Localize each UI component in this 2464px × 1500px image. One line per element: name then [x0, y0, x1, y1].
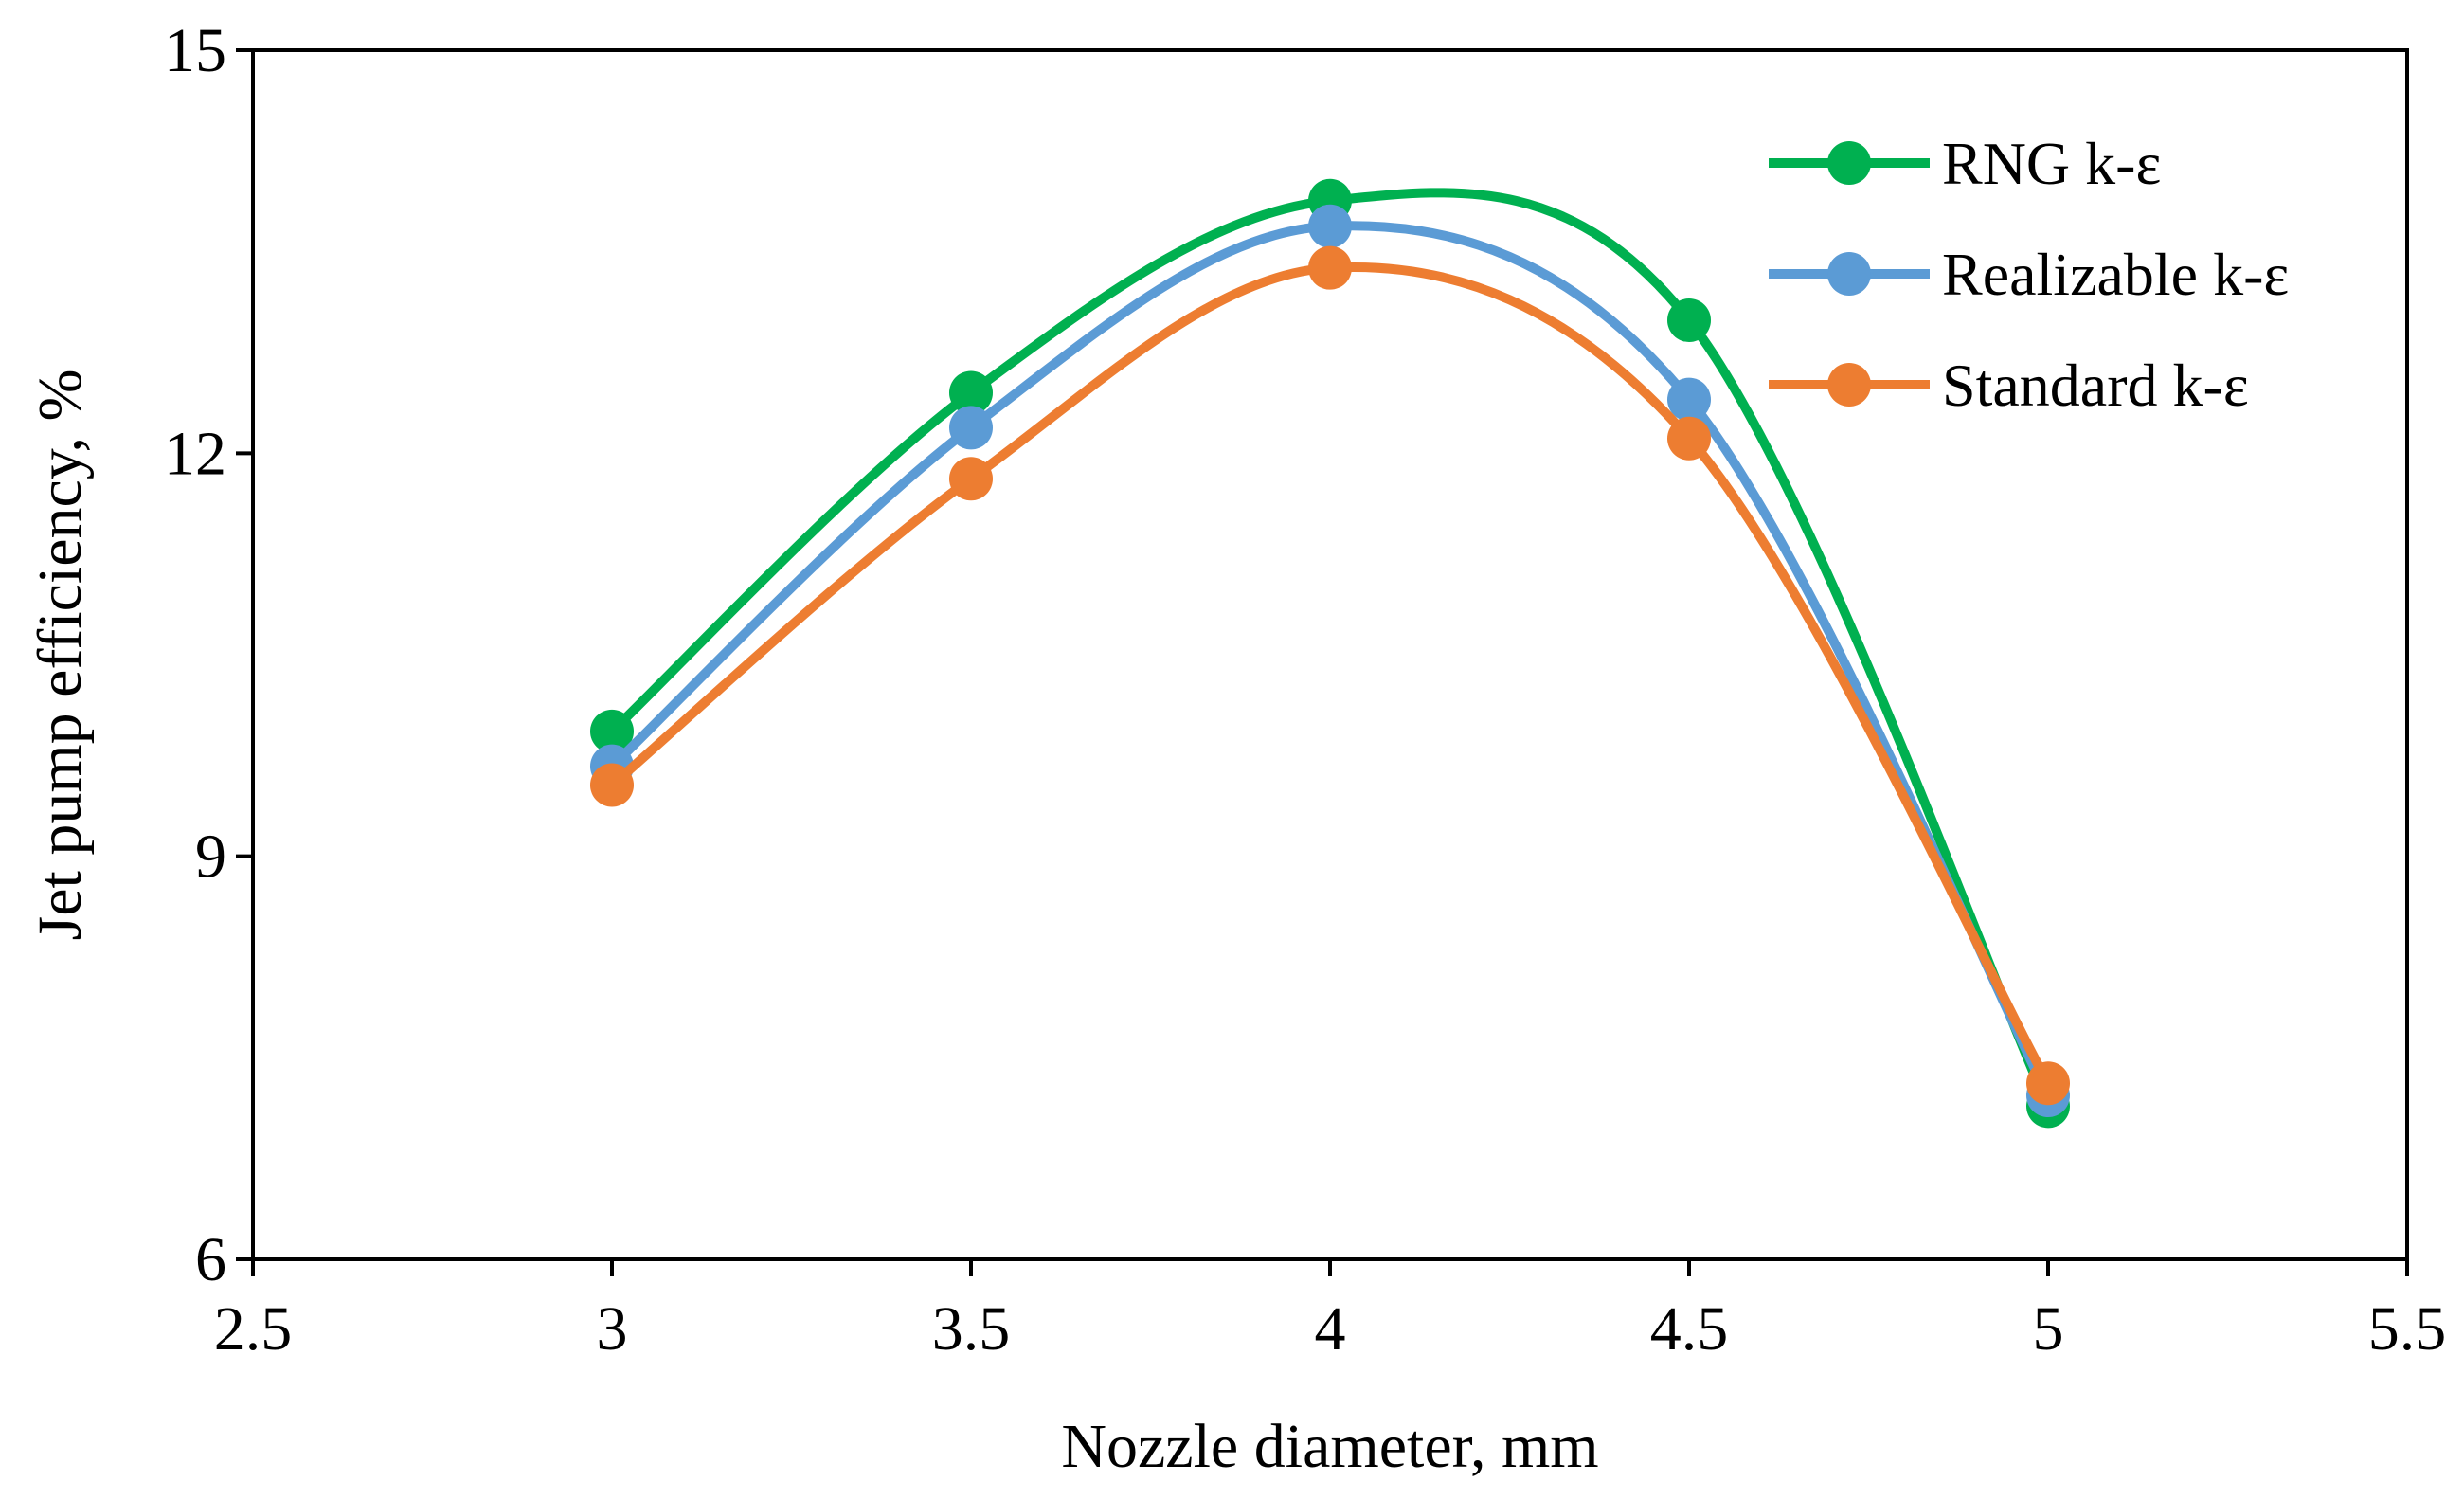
data-point [590, 709, 634, 753]
y-tick-label: 6 [195, 1225, 226, 1294]
x-tick-label: 4 [1315, 1294, 1346, 1364]
y-tick-label: 12 [164, 419, 226, 488]
x-tick-label: 2.5 [214, 1294, 293, 1364]
x-tick-label: 5.5 [2368, 1294, 2447, 1364]
legend-item: Standard k-ε [1769, 352, 2249, 419]
x-axis-title: Nozzle diameter, mm [1061, 1412, 1598, 1481]
x-tick-label: 3 [597, 1294, 628, 1364]
series-2 [590, 245, 2070, 1106]
data-point [1308, 245, 1352, 290]
legend-label: RNG k-ε [1942, 130, 2161, 197]
x-tick-label: 5 [2033, 1294, 2064, 1364]
x-tick-label: 3.5 [932, 1294, 1011, 1364]
legend-label: Realizable k-ε [1942, 241, 2289, 308]
series-line [608, 262, 2053, 1086]
data-point [2026, 1061, 2070, 1106]
legend-item: RNG k-ε [1769, 130, 2161, 197]
data-point [590, 763, 634, 807]
series-1 [590, 204, 2070, 1118]
legend-item: Realizable k-ε [1769, 241, 2289, 308]
legend-marker [1827, 363, 1871, 407]
y-axis-title: Jet pump efficiency, % [26, 370, 95, 941]
data-point [1667, 298, 1711, 342]
data-point [949, 370, 993, 415]
y-tick-label: 9 [195, 822, 226, 892]
legend-marker [1827, 141, 1871, 185]
y-tick-label: 15 [164, 16, 226, 85]
data-point [949, 457, 993, 501]
series-line [608, 221, 2053, 1098]
data-point [949, 406, 993, 450]
data-point [1667, 416, 1711, 461]
series-line [608, 188, 2053, 1109]
legend-marker [1827, 252, 1871, 296]
legend-label: Standard k-ε [1942, 352, 2249, 419]
series-0 [590, 178, 2070, 1129]
data-point [1667, 377, 1711, 422]
x-tick-label: 4.5 [1650, 1294, 1729, 1364]
data-point [1308, 204, 1352, 248]
